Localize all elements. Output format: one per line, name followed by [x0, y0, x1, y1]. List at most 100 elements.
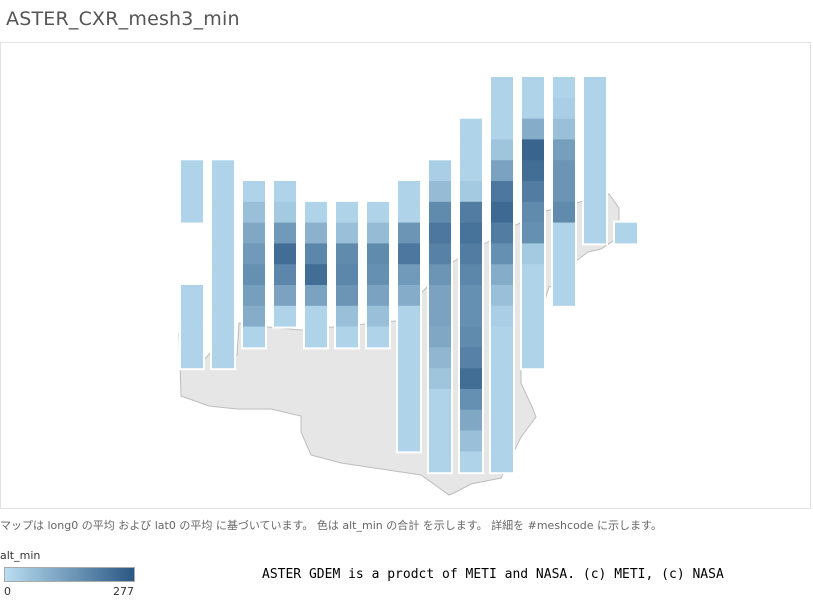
heatmap-cell[interactable]	[553, 243, 575, 265]
heatmap-cell[interactable]	[212, 326, 234, 348]
heatmap-cell[interactable]	[429, 305, 451, 327]
heatmap-cell[interactable]	[491, 347, 513, 369]
heatmap-cell[interactable]	[491, 222, 513, 244]
heatmap-cell[interactable]	[460, 181, 482, 203]
heatmap-cell[interactable]	[274, 222, 296, 244]
heatmap-cell[interactable]	[460, 222, 482, 244]
heatmap-cell[interactable]	[553, 139, 575, 161]
heatmap-cell[interactable]	[584, 201, 606, 223]
heatmap-cell[interactable]	[305, 243, 327, 265]
heatmap-cell[interactable]	[367, 201, 389, 223]
heatmap-cell[interactable]	[429, 368, 451, 390]
heatmap-cell[interactable]	[429, 451, 451, 473]
heatmap-cell[interactable]	[243, 201, 265, 223]
heatmap-cell[interactable]	[615, 222, 637, 244]
heatmap-cell[interactable]	[212, 347, 234, 369]
heatmap-cell[interactable]	[398, 181, 420, 203]
heatmap-cell[interactable]	[553, 222, 575, 244]
heatmap-cell[interactable]	[181, 160, 203, 182]
heatmap-cell[interactable]	[305, 285, 327, 307]
heatmap-cell[interactable]	[274, 181, 296, 203]
heatmap-cell[interactable]	[429, 160, 451, 182]
heatmap-cell[interactable]	[584, 181, 606, 203]
heatmap-cell[interactable]	[584, 139, 606, 161]
heatmap-cell[interactable]	[243, 181, 265, 203]
heatmap-cell[interactable]	[491, 326, 513, 348]
heatmap-cell[interactable]	[553, 201, 575, 223]
heatmap-cell[interactable]	[274, 285, 296, 307]
heatmap-cell[interactable]	[522, 181, 544, 203]
heatmap-cell[interactable]	[522, 347, 544, 369]
heatmap-cell[interactable]	[522, 222, 544, 244]
heatmap-cell[interactable]	[429, 181, 451, 203]
heatmap-cell[interactable]	[491, 118, 513, 140]
heatmap-cell[interactable]	[336, 243, 358, 265]
map-view[interactable]	[0, 42, 811, 509]
heatmap-cell[interactable]	[367, 326, 389, 348]
heatmap-cell[interactable]	[305, 305, 327, 327]
heatmap-cell[interactable]	[553, 285, 575, 307]
heatmap-cell[interactable]	[522, 243, 544, 265]
heatmap-cell[interactable]	[181, 285, 203, 307]
heatmap-cell[interactable]	[522, 264, 544, 286]
heatmap-cell[interactable]	[522, 305, 544, 327]
heatmap-cell[interactable]	[553, 118, 575, 140]
heatmap-cell[interactable]	[305, 222, 327, 244]
heatmap-cell[interactable]	[398, 347, 420, 369]
heatmap-cell[interactable]	[522, 139, 544, 161]
heatmap-cell[interactable]	[212, 243, 234, 265]
heatmap-cell[interactable]	[460, 264, 482, 286]
heatmap-cell[interactable]	[460, 285, 482, 307]
heatmap-cell[interactable]	[522, 201, 544, 223]
heatmap-cell[interactable]	[460, 243, 482, 265]
heatmap-cell[interactable]	[243, 326, 265, 348]
heatmap-cell[interactable]	[491, 264, 513, 286]
heatmap-cell[interactable]	[429, 389, 451, 411]
heatmap-cell[interactable]	[522, 97, 544, 119]
heatmap-cell[interactable]	[429, 326, 451, 348]
heatmap-cell[interactable]	[429, 222, 451, 244]
heatmap-cell[interactable]	[243, 285, 265, 307]
heatmap-cell[interactable]	[336, 285, 358, 307]
heatmap-cell[interactable]	[522, 118, 544, 140]
heatmap-cell[interactable]	[181, 326, 203, 348]
heatmap-cell[interactable]	[336, 264, 358, 286]
heatmap-cell[interactable]	[491, 243, 513, 265]
heatmap-cell[interactable]	[243, 305, 265, 327]
heatmap-cell[interactable]	[274, 264, 296, 286]
heatmap-cell[interactable]	[491, 368, 513, 390]
heatmap-cell[interactable]	[460, 326, 482, 348]
heatmap-cell[interactable]	[429, 285, 451, 307]
heatmap-cell[interactable]	[181, 181, 203, 203]
heatmap-cell[interactable]	[553, 160, 575, 182]
heatmap-cell[interactable]	[491, 77, 513, 99]
heatmap-cell[interactable]	[491, 201, 513, 223]
heatmap-cell[interactable]	[398, 222, 420, 244]
heatmap-cell[interactable]	[398, 326, 420, 348]
heatmap-cell[interactable]	[429, 264, 451, 286]
heatmap-cell[interactable]	[429, 201, 451, 223]
heatmap-cell[interactable]	[336, 222, 358, 244]
heatmap-cell[interactable]	[367, 264, 389, 286]
heatmap-cell[interactable]	[522, 285, 544, 307]
heatmap-cell[interactable]	[212, 181, 234, 203]
heatmap-cell[interactable]	[336, 326, 358, 348]
heatmap-cell[interactable]	[460, 451, 482, 473]
heatmap-cell[interactable]	[491, 97, 513, 119]
heatmap-svg[interactable]	[1, 43, 812, 510]
heatmap-cell[interactable]	[305, 326, 327, 348]
heatmap-cell[interactable]	[398, 409, 420, 431]
heatmap-cell[interactable]	[584, 118, 606, 140]
heatmap-cell[interactable]	[491, 305, 513, 327]
heatmap-cell[interactable]	[584, 77, 606, 99]
heatmap-cell[interactable]	[212, 222, 234, 244]
heatmap-cell[interactable]	[491, 451, 513, 473]
heatmap-cell[interactable]	[491, 389, 513, 411]
heatmap-cell[interactable]	[460, 389, 482, 411]
heatmap-cell[interactable]	[212, 285, 234, 307]
heatmap-cell[interactable]	[460, 160, 482, 182]
heatmap-cell[interactable]	[181, 347, 203, 369]
heatmap-cell[interactable]	[460, 368, 482, 390]
heatmap-cell[interactable]	[274, 243, 296, 265]
heatmap-cell[interactable]	[336, 201, 358, 223]
